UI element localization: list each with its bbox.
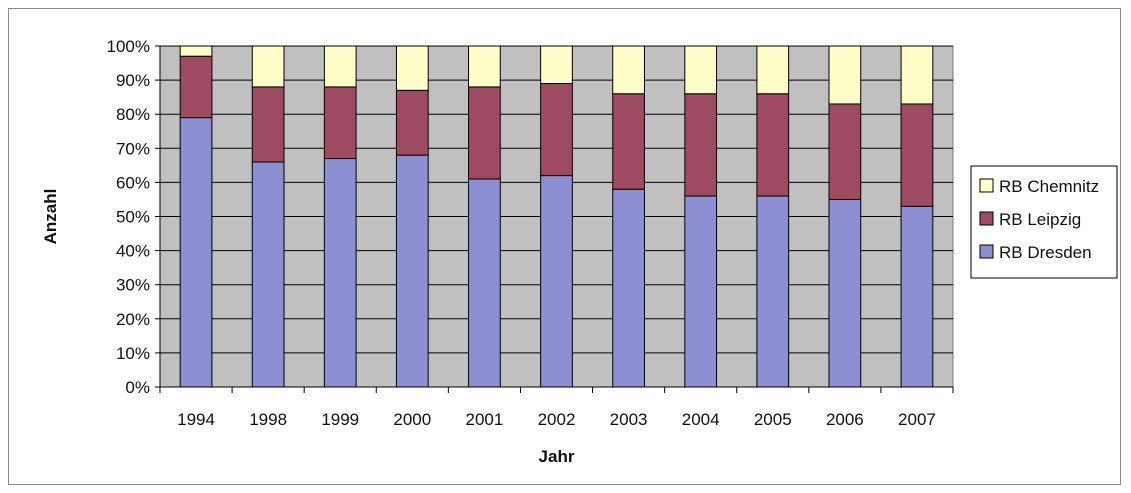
bar-segment-rb-chemnitz [612, 45, 645, 95]
y-tick-label: 10% [116, 344, 150, 363]
legend-swatch [979, 178, 994, 193]
bar-segment-rb-leipzig [684, 93, 718, 197]
x-tick-label: 2005 [754, 410, 792, 429]
bar-segment-rb-dresden [756, 195, 790, 388]
bar-segment-rb-leipzig [612, 93, 645, 190]
bar-segment-rb-dresden [468, 178, 501, 388]
bars [179, 45, 934, 388]
y-tick-label: 60% [116, 173, 150, 192]
x-tick-label: 2004 [682, 410, 720, 429]
bar-segment-rb-leipzig [395, 89, 429, 156]
y-axis: 0% 10% 20% 30% 40% 50% 60% 70% 80% 90% 100% [107, 37, 161, 397]
legend-label: RB Dresden [999, 243, 1092, 262]
bar-segment-rb-leipzig [900, 103, 934, 207]
bar-segment-rb-dresden [395, 154, 429, 388]
y-tick-label: 0% [125, 378, 150, 397]
legend-box [970, 165, 1118, 279]
y-tick-label: 40% [116, 242, 150, 261]
bar-segment-rb-dresden [900, 205, 934, 388]
x-tick-label: 2007 [898, 410, 936, 429]
y-tick-label: 20% [116, 310, 150, 329]
bar-segment-rb-leipzig [468, 86, 501, 180]
bar-segment-rb-chemnitz [828, 45, 862, 105]
bar-segment-rb-chemnitz [323, 45, 357, 88]
bar-segment-rb-leipzig [323, 86, 357, 160]
bar-segment-rb-leipzig [756, 93, 790, 197]
bar-segment-rb-leipzig [251, 86, 285, 163]
legend: RB Chemnitz RB Leipzig RB Dresden [970, 165, 1118, 279]
bar-segment-rb-dresden [323, 158, 357, 388]
bar-segment-rb-leipzig [828, 103, 862, 200]
y-tick-label: 100% [107, 37, 150, 56]
bar-segment-rb-chemnitz [251, 45, 285, 88]
bar-segment-rb-dresden [540, 175, 573, 388]
x-tick-label: 1999 [321, 410, 359, 429]
bar-segment-rb-leipzig [179, 55, 213, 119]
bar-segment-rb-dresden [828, 198, 862, 388]
legend-label: RB Chemnitz [999, 177, 1099, 196]
bar-segment-rb-dresden [179, 117, 213, 388]
legend-label: RB Leipzig [999, 210, 1081, 229]
y-tick-label: 70% [116, 139, 150, 158]
x-tick-label: 2002 [538, 410, 576, 429]
y-tick-label: 90% [116, 71, 150, 90]
legend-swatch [979, 211, 994, 226]
x-tick-label: 2001 [465, 410, 503, 429]
bar-segment-rb-dresden [612, 188, 645, 388]
bar-segment-rb-leipzig [540, 83, 573, 177]
y-axis-title: Anzahl [41, 189, 60, 245]
x-tick-label: 2006 [826, 410, 864, 429]
x-axis: 1994 1998 1999 2000 2001 2002 2003 2004 2005 2006… [159, 386, 954, 429]
x-tick-label: 2000 [393, 410, 431, 429]
x-tick-label: 1994 [177, 410, 215, 429]
bar-segment-rb-chemnitz [395, 45, 429, 91]
bar-segment-rb-dresden [251, 161, 285, 388]
bar-segment-rb-chemnitz [179, 45, 213, 57]
x-tick-label: 2003 [610, 410, 648, 429]
y-tick-label: 80% [116, 105, 150, 124]
y-tick-label: 30% [116, 276, 150, 295]
bar-segment-rb-chemnitz [684, 45, 718, 95]
bar-segment-rb-chemnitz [900, 45, 934, 105]
x-axis-title: Jahr [539, 447, 575, 466]
bar-segment-rb-chemnitz [468, 45, 501, 88]
bar-segment-rb-chemnitz [756, 45, 790, 95]
bar-segment-rb-chemnitz [540, 45, 573, 85]
bar-segment-rb-dresden [684, 195, 718, 388]
y-tick-label: 50% [116, 208, 150, 227]
x-tick-label: 1998 [249, 410, 287, 429]
legend-swatch [979, 244, 994, 259]
